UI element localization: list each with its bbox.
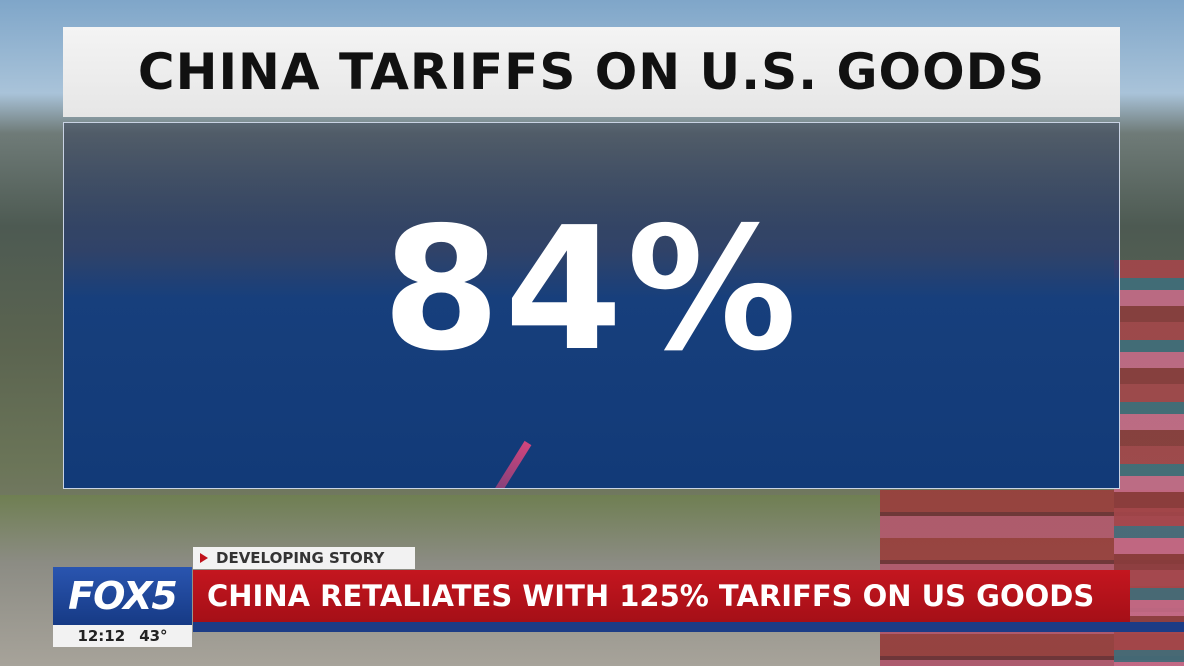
graphic-panel: 84% (63, 122, 1120, 489)
tag-arrow (200, 553, 208, 563)
headline-bar: CHINA RETALIATES WITH 125% TARIFFS ON US… (193, 570, 1130, 622)
temperature: 43° (139, 627, 168, 645)
headline: CHINA RETALIATES WITH 125% TARIFFS ON US… (207, 579, 1095, 613)
ticker-strip (193, 622, 1184, 632)
graphic-title: CHINA TARIFFS ON U.S. GOODS (137, 43, 1046, 101)
info-box: 12:12 43° (53, 625, 192, 647)
station-logo: FOX5 (68, 574, 178, 618)
headline-value: 84% (382, 191, 801, 389)
decorative-stroke (450, 440, 532, 488)
title-bar: CHINA TARIFFS ON U.S. GOODS (63, 27, 1120, 117)
tag-box: DEVELOPING STORY (193, 547, 415, 569)
story-tag: DEVELOPING STORY (216, 549, 385, 567)
logo-box: FOX5 (53, 567, 192, 625)
time: 12:12 (77, 627, 126, 645)
